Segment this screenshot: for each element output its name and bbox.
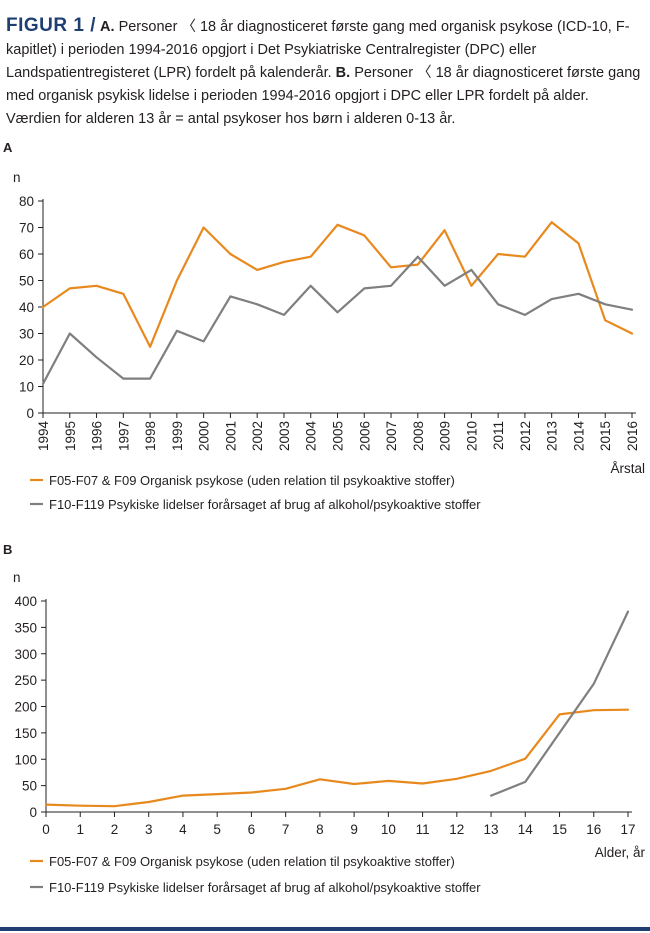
x-tick-label: 13 bbox=[484, 822, 499, 837]
x-tick-label: 2011 bbox=[491, 421, 506, 450]
bottom-rule bbox=[0, 927, 650, 931]
caption-part-a-label: A. bbox=[100, 19, 115, 35]
y-tick-label: 60 bbox=[19, 247, 34, 262]
y-tick-label: 40 bbox=[19, 300, 34, 315]
panel-label: A bbox=[3, 140, 13, 155]
x-tick-label: 1 bbox=[76, 822, 84, 837]
x-tick-label: 1994 bbox=[36, 421, 51, 452]
x-tick-label: 1995 bbox=[63, 421, 78, 451]
x-tick-label: 15 bbox=[552, 822, 567, 837]
y-tick-label: 20 bbox=[19, 353, 34, 368]
y-tick-label: 0 bbox=[26, 406, 34, 421]
x-tick-label: 1998 bbox=[143, 421, 158, 451]
legend-label-2: F10-F119 Psykiske lidelser forårsaget af… bbox=[49, 497, 481, 512]
x-tick-label: 0 bbox=[42, 822, 50, 837]
series-line-1 bbox=[41, 221, 634, 348]
x-tick-label: 2016 bbox=[625, 421, 640, 451]
x-tick-label: 2008 bbox=[411, 421, 426, 451]
y-tick-label: 350 bbox=[14, 620, 37, 635]
y-tick-label: 300 bbox=[14, 647, 37, 662]
y-tick-label: 70 bbox=[19, 221, 34, 236]
y-tick-label: 30 bbox=[19, 327, 34, 342]
x-tick-label: 4 bbox=[179, 822, 187, 837]
x-tick-label: 2012 bbox=[518, 421, 533, 451]
x-tick-label: 2002 bbox=[250, 421, 265, 451]
x-tick-label: 11 bbox=[416, 822, 430, 837]
legend-label-1: F05-F07 & F09 Organisk psykose (uden rel… bbox=[49, 473, 455, 488]
x-tick-label: 2015 bbox=[598, 421, 613, 451]
x-tick-label: 12 bbox=[449, 822, 464, 837]
y-tick-label: 100 bbox=[14, 752, 37, 767]
y-axis-label: n bbox=[13, 170, 21, 185]
y-tick-label: 400 bbox=[14, 594, 37, 609]
x-tick-label: 2007 bbox=[384, 421, 399, 451]
x-tick-label: 2004 bbox=[304, 421, 319, 452]
panel-label: B bbox=[3, 542, 12, 557]
series-line-1 bbox=[44, 708, 630, 808]
x-tick-label: 17 bbox=[620, 822, 635, 837]
x-tick-label: 2001 bbox=[223, 421, 238, 451]
caption-part-a-text: Personer 〈 18 år diagnosticeret første g… bbox=[6, 19, 630, 81]
y-tick-label: 80 bbox=[19, 194, 34, 209]
chart-a: An 0 10 20 30 40 50 60 70 80 1994 1995 1996 1997 1998 1… bbox=[3, 140, 645, 512]
series-line-2 bbox=[41, 255, 634, 385]
legend-label-2: F10-F119 Psykiske lidelser forårsaget af… bbox=[49, 880, 481, 895]
y-tick-label: 150 bbox=[14, 726, 37, 741]
y-tick-label: 0 bbox=[29, 805, 37, 820]
y-tick-label: 50 bbox=[22, 779, 37, 794]
y-tick-label: 10 bbox=[19, 380, 34, 395]
x-tick-label: 1997 bbox=[116, 421, 131, 451]
x-tick-label: 2009 bbox=[438, 421, 453, 451]
x-tick-label: 2005 bbox=[331, 421, 346, 451]
x-tick-label: 2010 bbox=[464, 421, 479, 451]
x-tick-label: 2000 bbox=[197, 421, 212, 451]
x-tick-label: 9 bbox=[350, 822, 358, 837]
x-tick-label: 10 bbox=[381, 822, 396, 837]
y-tick-label: 50 bbox=[19, 274, 34, 289]
x-tick-label: 2003 bbox=[277, 421, 292, 451]
x-tick-label: 2 bbox=[111, 822, 119, 837]
x-axis-label: Årstal bbox=[610, 461, 645, 476]
x-tick-label: 16 bbox=[586, 822, 601, 837]
caption-part-b-label: B. bbox=[335, 65, 351, 81]
x-tick-label: 8 bbox=[316, 822, 324, 837]
figure-caption: FIGUR 1 / A. Personer 〈 18 år diagnostic… bbox=[6, 14, 642, 131]
x-tick-label: 14 bbox=[518, 822, 534, 837]
y-tick-label: 250 bbox=[14, 673, 37, 688]
y-tick-label: 200 bbox=[14, 700, 37, 715]
y-axis-label: n bbox=[13, 570, 21, 585]
x-tick-label: 5 bbox=[213, 822, 221, 837]
x-tick-label: 2014 bbox=[571, 421, 586, 452]
series-line-2 bbox=[490, 610, 630, 797]
x-tick-label: 7 bbox=[282, 822, 290, 837]
x-tick-label: 3 bbox=[145, 822, 153, 837]
x-tick-label: 2006 bbox=[357, 421, 372, 451]
x-axis-label: Alder, år bbox=[595, 845, 646, 860]
x-tick-label: 2013 bbox=[545, 421, 560, 451]
x-tick-label: 1999 bbox=[170, 421, 185, 451]
figure-label: FIGUR 1 / bbox=[6, 15, 97, 36]
legend-label-1: F05-F07 & F09 Organisk psykose (uden rel… bbox=[49, 854, 455, 869]
x-tick-label: 1996 bbox=[90, 421, 105, 451]
caption-part-b-text: Personer 〈 18 år diagnosticeret første g… bbox=[6, 65, 641, 127]
x-tick-label: 6 bbox=[248, 822, 256, 837]
